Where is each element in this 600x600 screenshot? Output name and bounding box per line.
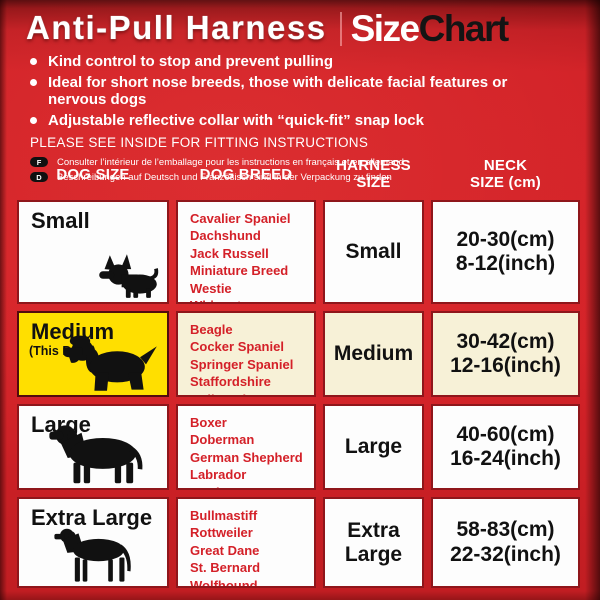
neck-size-cm: 20-30(cm) (456, 227, 555, 251)
bullet-icon (30, 58, 37, 65)
size-chart-label: SizeChart (350, 8, 510, 50)
breed-list: Cavalier Spaniel Dachshund Jack Russell … (190, 211, 291, 302)
table-row-medium-size-cell: Medium (This Pack) (17, 311, 169, 397)
column-header-dog-size: DOG SIZE (56, 165, 130, 183)
table-row-medium-breed-cell: Beagle Cocker Spaniel Springer Spaniel S… (176, 311, 316, 397)
masthead: Anti-Pull Harness SizeChart (0, 0, 600, 49)
feature-list: Kind control to stop and prevent pulling… (0, 53, 600, 130)
table-row-large-neck-cell: 40-60(cm) 16-24(inch) (431, 404, 580, 490)
table-row-extra-large-harness-cell: Extra Large (323, 497, 424, 588)
fitting-instructions-note: PLEASE SEE INSIDE FOR FITTING INSTRUCTIO… (30, 134, 369, 150)
column-header-dog-breed: DOG BREED (199, 165, 293, 183)
table-row-large-breed-cell: Boxer Doberman German Shepherd Labrador … (176, 404, 316, 490)
dog-size-label: Small (31, 208, 90, 233)
neck-size-cm: 40-60(cm) (456, 422, 555, 446)
table-row-extra-large-neck-cell: 58-83(cm) 22-32(inch) (431, 497, 580, 588)
harness-size-value: Extra Large (344, 518, 403, 566)
feature-item: Adjustable reflective collar with “quick… (30, 112, 580, 130)
table-row-small-harness-cell: Small (323, 200, 424, 304)
table-row-small-size-cell: Small (17, 200, 169, 304)
harness-size-value: Large (344, 435, 403, 459)
table-row-medium-harness-cell: Medium (323, 311, 424, 397)
table-row-large-size-cell: Large (17, 404, 169, 490)
column-header-neck-size: NECK SIZE (cm) (470, 157, 541, 191)
product-title: Anti-Pull Harness (26, 9, 327, 46)
table-row-extra-large-breed-cell: Bullmastiff Rottweiler Great Dane St. Be… (176, 497, 316, 588)
column-header-harness-size: HARNESS SIZE (336, 157, 411, 191)
breed-list: Bullmastiff Rottweiler Great Dane St. Be… (190, 508, 261, 588)
chihuahua-silhouette-icon (95, 251, 161, 299)
neck-size-cm: 58-83(cm) (456, 518, 555, 542)
size-chart-table: DOG SIZE DOG BREED HARNESS SIZE NECK SIZ… (17, 157, 580, 588)
bullet-icon (30, 116, 37, 124)
table-row-medium-neck-cell: 30-42(cm) 12-16(inch) (431, 311, 580, 397)
neck-size-inch: 12-16(inch) (450, 354, 561, 377)
neck-size-cm: 30-42(cm) (456, 329, 555, 353)
harness-size-value: Medium (333, 342, 414, 366)
feature-item: Ideal for short nose breeds, those with … (30, 74, 580, 109)
harness-size-value: Small (345, 240, 402, 264)
feature-item: Kind control to stop and prevent pulling (30, 53, 580, 71)
breed-list: Boxer Doberman German Shepherd Labrador … (190, 415, 303, 488)
extra-large-dog-silhouette-icon (35, 525, 155, 583)
title-divider (339, 12, 342, 46)
table-row-extra-large-size-cell: Extra Large (17, 497, 169, 588)
size-word: Size (350, 8, 421, 49)
spaniel-silhouette-icon (58, 332, 162, 392)
table-row-small-breed-cell: Cavalier Spaniel Dachshund Jack Russell … (176, 200, 316, 304)
neck-size-inch: 16-24(inch) (450, 447, 561, 470)
breed-list: Beagle Cocker Spaniel Springer Spaniel S… (190, 322, 294, 395)
table-row-small-neck-cell: 20-30(cm) 8-12(inch) (431, 200, 580, 304)
neck-size-inch: 22-32(inch) (450, 542, 561, 566)
bullet-icon (30, 78, 37, 86)
neck-size-inch: 8-12(inch) (455, 252, 556, 275)
chart-word: Chart (418, 8, 510, 49)
large-dog-silhouette-icon (41, 419, 153, 485)
table-row-large-harness-cell: Large (323, 404, 424, 490)
